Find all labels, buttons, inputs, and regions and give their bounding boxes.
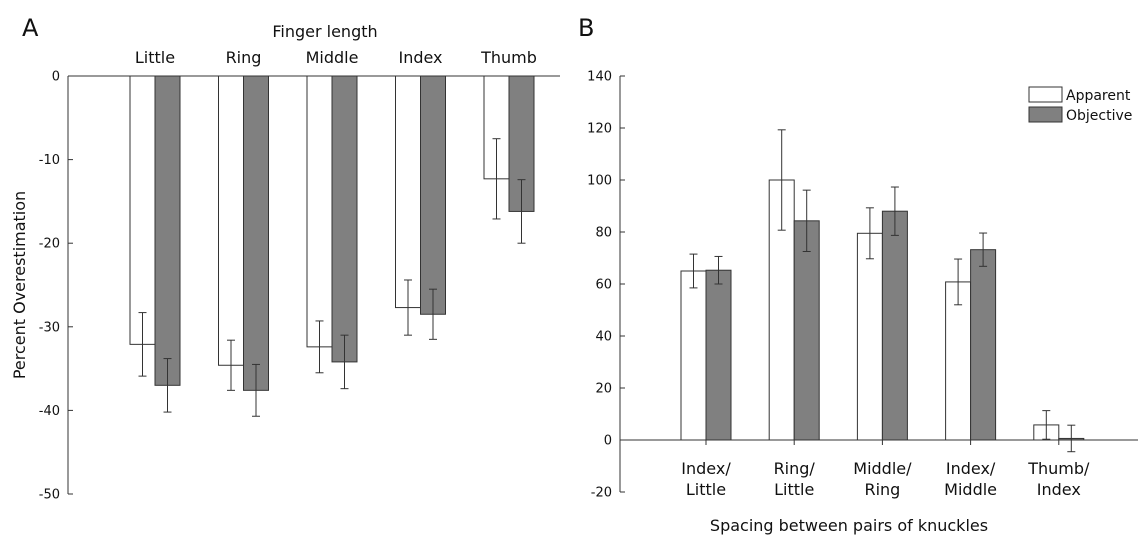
y-tick-label: 40 bbox=[595, 330, 612, 345]
error-bar-objective bbox=[802, 189, 811, 252]
bar-objective bbox=[243, 75, 269, 391]
panel-b-letter: B bbox=[578, 14, 594, 42]
bar-objective bbox=[793, 220, 820, 441]
bar-objective bbox=[705, 269, 732, 441]
bar-objective bbox=[154, 75, 181, 386]
x-category-label: Index/ bbox=[946, 459, 996, 478]
x-category-label: Ring/ bbox=[774, 459, 816, 478]
y-tick-label: 0 bbox=[52, 70, 60, 85]
y-tick-label: 120 bbox=[587, 122, 612, 137]
x-category-label: Little bbox=[686, 480, 726, 499]
bar-apparent bbox=[945, 281, 972, 441]
x-category-label: Thumb/ bbox=[1027, 459, 1090, 478]
error-bar-objective bbox=[890, 186, 899, 236]
x-category-label: Little bbox=[135, 48, 175, 67]
error-bar-apparent bbox=[777, 129, 786, 231]
y-tick-label: 100 bbox=[587, 174, 612, 189]
panel-a-plot-area: 0 -10 -20 -30 -40 -50 Little Ring Middle Index Thu… bbox=[39, 48, 560, 503]
bar-apparent bbox=[395, 75, 421, 309]
bar-objective bbox=[970, 249, 997, 441]
panel-a-letter: A bbox=[22, 14, 39, 42]
legend-label-objective: Objective bbox=[1066, 108, 1132, 124]
error-bar-apparent bbox=[227, 339, 235, 391]
legend-swatch-objective bbox=[1028, 106, 1063, 123]
x-category-label: Index bbox=[1037, 480, 1081, 499]
y-tick-label: -50 bbox=[39, 488, 60, 503]
error-bar-apparent bbox=[865, 207, 874, 260]
error-bar-apparent bbox=[315, 320, 324, 374]
x-category-label: Middle/ bbox=[853, 459, 912, 478]
y-tick-label: -30 bbox=[39, 320, 60, 335]
error-bar-apparent bbox=[138, 312, 147, 377]
bar-objective bbox=[881, 210, 908, 441]
legend: Apparent Objective bbox=[1028, 86, 1132, 124]
legend-label-apparent: Apparent bbox=[1066, 88, 1131, 104]
bar-apparent bbox=[129, 75, 156, 345]
legend-swatch-apparent bbox=[1028, 86, 1063, 103]
panel-b-x-axis-title: Spacing between pairs of knuckles bbox=[710, 516, 988, 535]
error-bar-apparent bbox=[492, 138, 501, 220]
error-bar-apparent bbox=[1042, 410, 1051, 440]
x-category-label: Index/ bbox=[681, 459, 731, 478]
panel-a-y-axis-title: Percent Overestimation bbox=[10, 191, 29, 379]
x-category-label: Little bbox=[774, 480, 814, 499]
y-tick-label: -20 bbox=[39, 237, 60, 252]
y-tick-label: 80 bbox=[595, 226, 612, 241]
x-category-label: Middle bbox=[944, 480, 997, 499]
error-bar-objective bbox=[979, 232, 988, 267]
panel-b: B Spacing between pairs of knuckles 1401… bbox=[578, 14, 1138, 535]
error-bar-apparent bbox=[404, 279, 412, 336]
x-category-label: Ring bbox=[864, 480, 900, 499]
bar-apparent bbox=[218, 75, 244, 366]
error-bar-apparent bbox=[954, 258, 963, 306]
y-tick-label: -20 bbox=[591, 486, 612, 501]
panel-b-plot-area: 140 120 100 80 60 40 20 0 -20 Index/Little Ring/Li… bbox=[587, 70, 1138, 501]
x-category-label: Index bbox=[398, 48, 442, 67]
x-category-label: Thumb bbox=[480, 48, 537, 67]
y-tick-label: -40 bbox=[39, 404, 60, 419]
y-tick-label: 20 bbox=[595, 382, 612, 397]
x-category-label: Ring bbox=[226, 48, 262, 67]
y-tick-label: 60 bbox=[595, 278, 612, 293]
y-tick-label: 140 bbox=[587, 70, 612, 85]
y-tick-label: -10 bbox=[39, 153, 60, 168]
error-bar-objective bbox=[340, 334, 349, 390]
bar-apparent bbox=[680, 270, 707, 441]
error-bar-objective bbox=[163, 358, 172, 413]
error-bar-objective bbox=[252, 363, 260, 417]
panel-a: A Finger length Percent Overestimation 0… bbox=[10, 14, 560, 503]
error-bar-objective bbox=[714, 255, 723, 285]
error-bar-objective bbox=[1067, 424, 1076, 453]
bar-apparent bbox=[856, 232, 883, 441]
y-tick-label: 0 bbox=[604, 434, 612, 449]
bar-objective bbox=[331, 75, 358, 363]
error-bar-objective bbox=[517, 179, 526, 244]
error-bar-objective bbox=[429, 288, 437, 340]
panel-a-title: Finger length bbox=[272, 22, 377, 41]
bar-apparent bbox=[306, 75, 333, 348]
error-bar-apparent bbox=[689, 253, 698, 289]
x-category-label: Middle bbox=[306, 48, 359, 67]
bar-objective bbox=[420, 75, 446, 315]
